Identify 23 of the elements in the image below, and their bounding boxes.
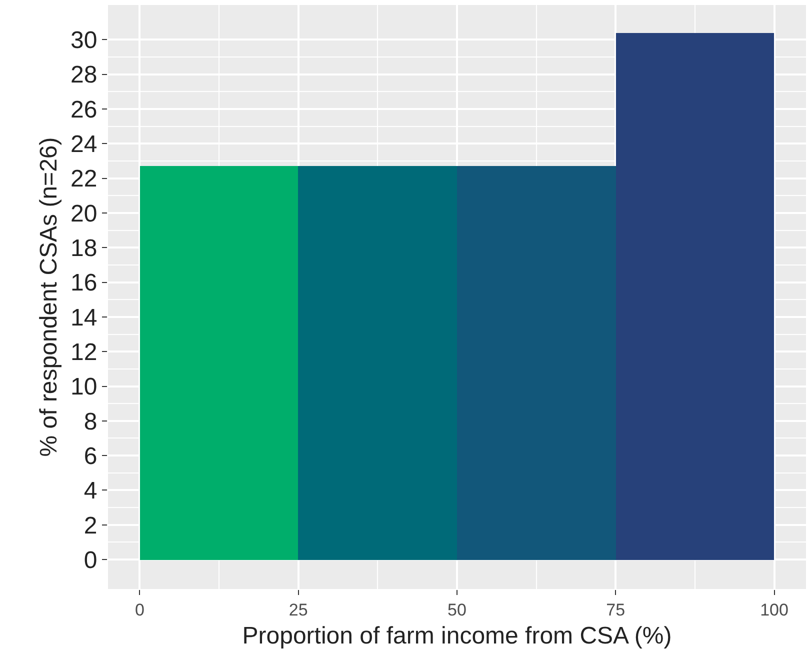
y-tick-label: 22 (70, 166, 98, 193)
x-tick-label: 100 (760, 600, 788, 620)
x-tick-label: 75 (606, 600, 626, 620)
y-tick-label: 16 (70, 270, 98, 297)
y-axis-title: % of respondent CSAs (n=26) (36, 137, 63, 457)
y-tick-label: 0 (84, 546, 98, 574)
y-tick-label: 6 (84, 442, 98, 470)
y-tick-label: 14 (70, 304, 98, 332)
y-tick-label: 20 (70, 200, 98, 228)
y-tick-label: 8 (84, 408, 98, 436)
x-tick-label: 0 (134, 600, 144, 620)
y-tick-label: 24 (70, 131, 98, 158)
y-tick-label: 26 (70, 96, 98, 124)
x-axis-title: Proportion of farm income from CSA (%) (242, 622, 672, 650)
x-tick-label: 50 (448, 600, 466, 620)
y-tick-label: 18 (70, 235, 98, 262)
y-tick-label: 10 (70, 374, 98, 401)
y-tick-label: 4 (84, 478, 98, 505)
y-tick-label: 28 (70, 62, 98, 89)
y-tick-label: 30 (70, 27, 98, 54)
y-tick-label: 2 (84, 512, 98, 540)
y-tick-label: 12 (70, 338, 98, 366)
x-tick-label: 25 (288, 600, 308, 620)
